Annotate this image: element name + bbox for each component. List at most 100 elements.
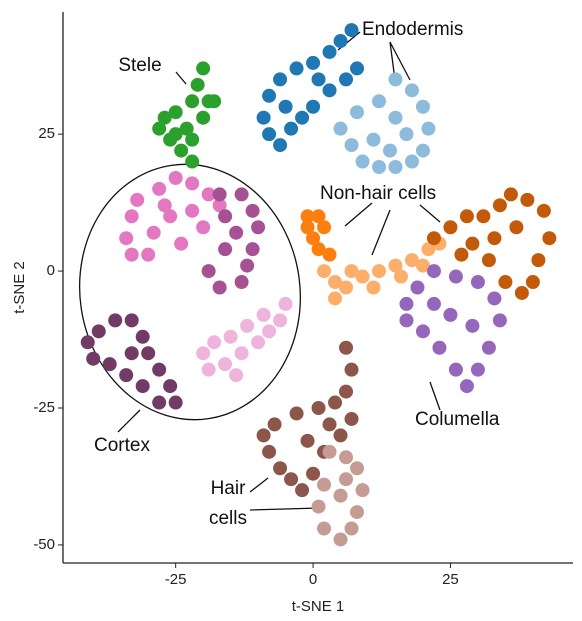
point: [350, 505, 365, 520]
point: [317, 477, 332, 492]
point: [344, 411, 359, 426]
point: [426, 296, 441, 311]
point: [426, 231, 441, 246]
point: [339, 384, 354, 399]
point: [339, 72, 354, 87]
point: [404, 253, 419, 268]
point: [388, 110, 403, 125]
y-tick-label: -25: [33, 399, 55, 416]
point: [350, 461, 365, 476]
point: [339, 280, 354, 295]
point: [300, 220, 315, 235]
point: [350, 61, 365, 76]
point: [146, 225, 161, 240]
point: [300, 209, 315, 224]
point: [393, 269, 408, 284]
point: [196, 220, 211, 235]
point: [333, 488, 348, 503]
point: [470, 362, 485, 377]
point: [256, 307, 271, 322]
point: [317, 264, 332, 279]
point: [234, 187, 249, 202]
point: [372, 160, 387, 175]
annotation: Hair: [211, 478, 247, 499]
y-tick-label: 0: [47, 262, 55, 279]
point: [350, 105, 365, 120]
point: [355, 483, 370, 498]
point: [91, 324, 106, 339]
point: [311, 209, 326, 224]
point: [251, 220, 266, 235]
point: [432, 340, 447, 355]
annotation: Stele: [118, 55, 161, 76]
point: [278, 296, 293, 311]
point: [152, 395, 167, 410]
point: [333, 428, 348, 443]
point: [185, 176, 200, 191]
point: [234, 275, 249, 290]
point: [245, 242, 260, 257]
hair-leader: [249, 477, 321, 511]
point: [372, 94, 387, 109]
point: [459, 379, 474, 394]
point: [306, 231, 321, 246]
point: [311, 242, 326, 257]
point: [415, 324, 430, 339]
point: [503, 187, 518, 202]
point: [174, 143, 189, 158]
point: [168, 105, 183, 120]
point: [415, 143, 430, 158]
point: [108, 313, 123, 328]
point: [289, 406, 304, 421]
point: [404, 83, 419, 98]
point: [443, 220, 458, 235]
point: [124, 346, 139, 361]
point: [487, 291, 502, 306]
point: [130, 192, 145, 207]
point: [498, 275, 513, 290]
point: [476, 209, 491, 224]
non-hair-leader: [344, 202, 441, 256]
point: [240, 258, 255, 273]
stele-leader: [175, 71, 187, 85]
point: [168, 395, 183, 410]
point: [328, 395, 343, 410]
point: [124, 247, 139, 262]
point: [465, 236, 480, 251]
point: [454, 247, 469, 262]
point: [382, 143, 397, 158]
point: [278, 99, 293, 114]
point: [196, 110, 211, 125]
point: [201, 264, 216, 279]
point: [333, 532, 348, 547]
x-tick-label: 0: [309, 571, 317, 588]
annotation: cells: [209, 508, 247, 529]
point: [317, 521, 332, 536]
point: [124, 313, 139, 328]
point: [168, 170, 183, 185]
point: [229, 225, 244, 240]
point: [328, 275, 343, 290]
point: [185, 154, 200, 169]
point: [295, 483, 310, 498]
point: [333, 34, 348, 49]
point: [339, 450, 354, 465]
point: [240, 318, 255, 333]
point: [399, 296, 414, 311]
point: [542, 231, 557, 246]
point: [218, 357, 233, 372]
point: [262, 88, 277, 103]
annotation: Cortex: [94, 435, 150, 456]
point: [531, 253, 546, 268]
point: [322, 44, 337, 59]
point: [201, 187, 216, 202]
point: [229, 368, 244, 383]
point: [520, 192, 535, 207]
point: [366, 132, 381, 147]
point: [135, 379, 150, 394]
point: [509, 220, 524, 235]
point: [157, 110, 172, 125]
point: [102, 357, 117, 372]
point: [300, 433, 315, 448]
point: [536, 203, 551, 218]
